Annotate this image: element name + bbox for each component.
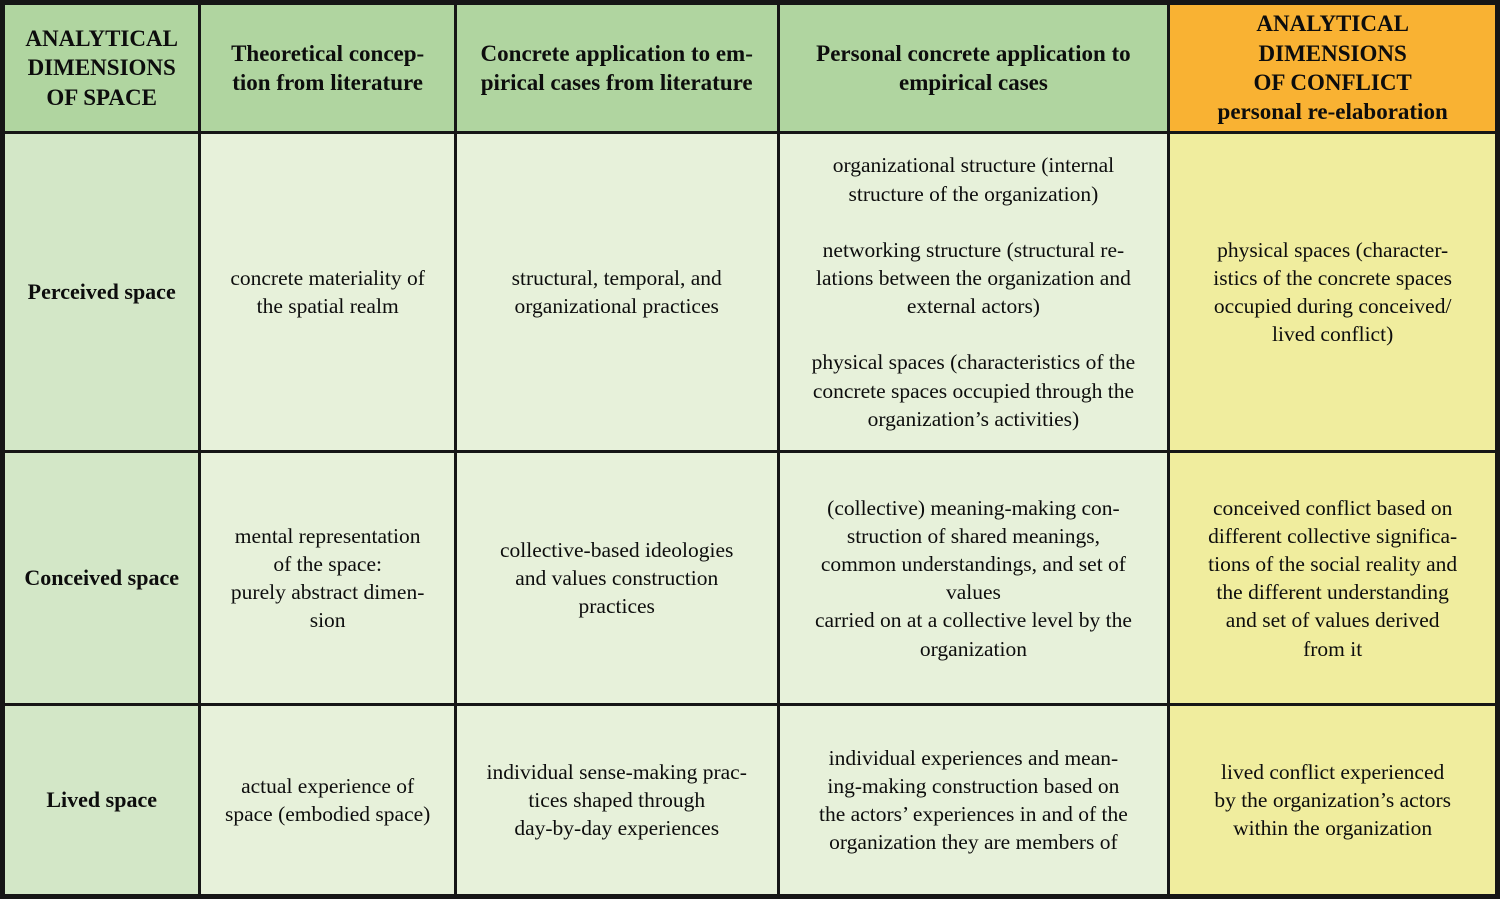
column-header-dimensions-of-space: ANALYTICAL DIMENSIONS OF SPACE xyxy=(0,1,202,134)
table-row-lived-space: Lived space actual experience of space (… xyxy=(0,703,1499,898)
column-header-dimensions-of-conflict: ANALYTICAL DIMENSIONS OF CONFLICT person… xyxy=(1167,1,1499,134)
cell-perceived-personal-application: organizational structure (internal struc… xyxy=(776,130,1171,454)
cell-perceived-theoretical: concrete materiality of the spatial real… xyxy=(198,130,457,454)
cell-lived-theoretical: actual experience of space (embodied spa… xyxy=(198,703,457,898)
cell-conceived-concrete-application: collective-based ideologies and values c… xyxy=(453,450,780,707)
cell-perceived-conflict: physical spaces (character- istics of th… xyxy=(1167,130,1499,454)
table-row-perceived-space: Perceived space concrete materiality of … xyxy=(0,130,1499,454)
cell-lived-conflict: lived conflict experienced by the organi… xyxy=(1167,703,1499,898)
cell-lived-concrete-application: individual sense-making prac- tices shap… xyxy=(453,703,780,898)
row-header-lived-space: Lived space xyxy=(0,703,202,898)
header-row: ANALYTICAL DIMENSIONS OF SPACE Theoretic… xyxy=(0,1,1499,134)
column-header-theoretical-conception: Theoretical concep- tion from literature xyxy=(198,1,457,134)
cell-perceived-concrete-application: structural, temporal, and organizational… xyxy=(453,130,780,454)
row-header-perceived-space: Perceived space xyxy=(0,130,202,454)
cell-conceived-personal-application: (collective) meaning-making con- structi… xyxy=(776,450,1171,707)
column-header-concrete-application-literature: Concrete application to em- pirical case… xyxy=(453,1,780,134)
cell-conceived-conflict: conceived conflict based on different co… xyxy=(1167,450,1499,707)
table-row-conceived-space: Conceived space mental representation of… xyxy=(0,450,1499,707)
column-header-personal-application: Personal concrete application to empiric… xyxy=(776,1,1171,134)
cell-lived-personal-application: individual experiences and mean- ing-mak… xyxy=(776,703,1171,898)
cell-conceived-theoretical: mental representation of the space: pure… xyxy=(198,450,457,707)
row-header-conceived-space: Conceived space xyxy=(0,450,202,707)
